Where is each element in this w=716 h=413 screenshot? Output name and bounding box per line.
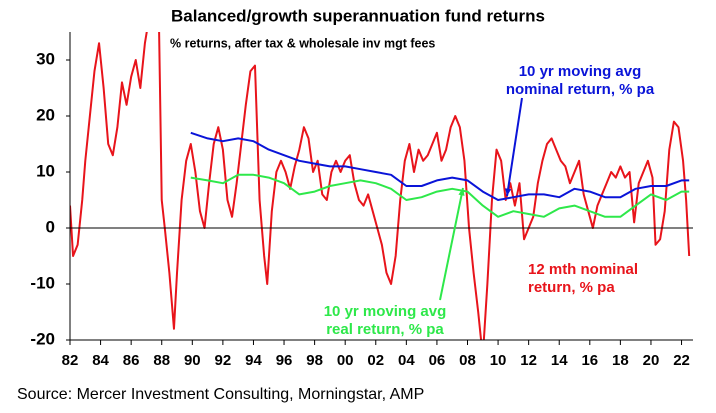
y-tick-label: 10: [36, 161, 55, 180]
y-tick-label: 30: [36, 49, 55, 68]
series-line: [190, 131, 690, 201]
arrow-head: [458, 188, 465, 196]
annotation: nominal return, % pa: [506, 81, 655, 98]
series-line: [190, 173, 690, 218]
x-tick-label: 16: [581, 352, 598, 369]
x-tick-label: 82: [62, 352, 79, 369]
x-tick-label: 86: [123, 352, 140, 369]
annotation: 10 yr moving avg: [324, 303, 447, 320]
annotation: 10 yr moving avg: [519, 63, 642, 80]
x-tick-label: 88: [153, 352, 170, 369]
annotation-arrow: [439, 187, 464, 301]
y-tick-label: -10: [30, 273, 55, 292]
x-tick-label: 84: [92, 352, 109, 369]
x-tick-label: 14: [551, 352, 568, 369]
x-tick-label: 22: [673, 352, 690, 369]
x-tick-label: 12: [520, 352, 537, 369]
x-tick-label: 90: [184, 352, 201, 369]
x-tick-label: 92: [215, 352, 232, 369]
annotation: 12 mth nominal: [528, 261, 638, 278]
arrow-head: [505, 188, 512, 196]
x-tick-label: 08: [459, 352, 476, 369]
y-tick-label: 0: [46, 217, 55, 236]
x-tick-label: 04: [398, 352, 415, 369]
x-tick-label: 98: [306, 352, 323, 369]
y-tick-label: 20: [36, 105, 55, 124]
x-tick-label: 00: [337, 352, 354, 369]
source-note: Source: Mercer Investment Consulting, Mo…: [17, 386, 424, 403]
x-tick-label: 18: [612, 352, 629, 369]
x-tick-label: 94: [245, 352, 262, 369]
chart-subtitle: % returns, after tax & wholesale inv mgt…: [170, 36, 435, 50]
annotation: real return, % pa: [326, 321, 444, 338]
annotation: return, % pa: [528, 279, 615, 296]
x-tick-label: 06: [429, 352, 446, 369]
y-tick-label: -20: [30, 329, 55, 348]
x-tick-label: 10: [490, 352, 507, 369]
x-tick-label: 96: [276, 352, 293, 369]
chart-title: Balanced/growth superannuation fund retu…: [171, 6, 545, 25]
x-tick-label: 02: [367, 352, 384, 369]
annotation-arrow: [506, 97, 523, 197]
x-tick-label: 20: [643, 352, 660, 369]
